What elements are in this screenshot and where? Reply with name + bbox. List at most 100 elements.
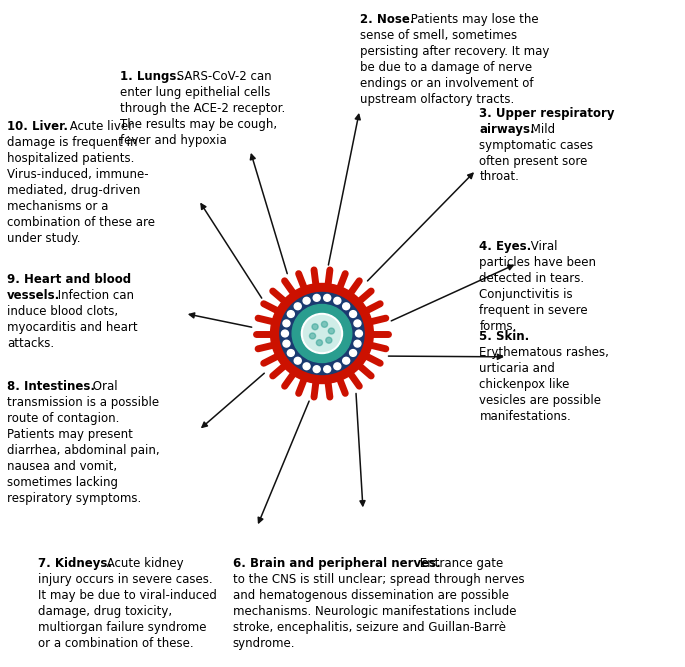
Text: 3. Upper respiratory: 3. Upper respiratory xyxy=(479,107,615,119)
Text: syndrome.: syndrome. xyxy=(233,636,295,650)
Text: or a combination of these.: or a combination of these. xyxy=(38,636,193,650)
Circle shape xyxy=(316,340,323,346)
Circle shape xyxy=(283,340,290,347)
Circle shape xyxy=(303,297,310,304)
Text: multiorgan failure syndrome: multiorgan failure syndrome xyxy=(38,621,206,634)
Text: to the CNS is still unclear; spread through nerves: to the CNS is still unclear; spread thro… xyxy=(233,573,525,586)
Text: Entrance gate: Entrance gate xyxy=(416,557,503,570)
Text: 5. Skin.: 5. Skin. xyxy=(479,330,530,343)
Text: fever and hypoxia: fever and hypoxia xyxy=(120,134,227,147)
Text: 7. Kidneys.: 7. Kidneys. xyxy=(38,557,112,570)
Text: Patients may lose the: Patients may lose the xyxy=(407,13,538,26)
Circle shape xyxy=(287,311,295,317)
Text: myocarditis and heart: myocarditis and heart xyxy=(7,321,138,334)
Text: Virus-induced, immune-: Virus-induced, immune- xyxy=(7,168,149,181)
Text: 1. Lungs.: 1. Lungs. xyxy=(120,70,181,83)
Text: particles have been: particles have been xyxy=(479,256,597,269)
Text: manifestations.: manifestations. xyxy=(479,410,571,423)
Text: Patients may present: Patients may present xyxy=(7,428,133,441)
Circle shape xyxy=(349,311,357,317)
Circle shape xyxy=(324,294,331,301)
Circle shape xyxy=(354,320,361,327)
Circle shape xyxy=(310,333,316,339)
Circle shape xyxy=(292,304,352,363)
Text: 6. Brain and peripheral nerves.: 6. Brain and peripheral nerves. xyxy=(233,557,440,570)
Text: Viral: Viral xyxy=(527,240,557,253)
Text: mechanisms. Neurologic manifestations include: mechanisms. Neurologic manifestations in… xyxy=(233,605,516,618)
Circle shape xyxy=(283,320,290,327)
Text: Oral: Oral xyxy=(90,380,118,393)
Text: upstream olfactory tracts.: upstream olfactory tracts. xyxy=(360,93,514,106)
Circle shape xyxy=(342,358,349,364)
Text: often present sore: often present sore xyxy=(479,155,588,167)
Circle shape xyxy=(328,328,334,334)
Text: through the ACE-2 receptor.: through the ACE-2 receptor. xyxy=(120,102,285,115)
Circle shape xyxy=(295,303,301,309)
Circle shape xyxy=(313,366,320,373)
Text: vessels.: vessels. xyxy=(7,289,60,302)
Text: 4. Eyes.: 4. Eyes. xyxy=(479,240,532,253)
Text: nausea and vomit,: nausea and vomit, xyxy=(7,460,117,473)
Text: detected in tears.: detected in tears. xyxy=(479,272,584,285)
Text: urticaria and: urticaria and xyxy=(479,362,556,375)
Text: forms.: forms. xyxy=(479,319,517,333)
Text: be due to a damage of nerve: be due to a damage of nerve xyxy=(360,61,532,74)
Text: injury occurs in severe cases.: injury occurs in severe cases. xyxy=(38,573,212,586)
Text: route of contagion.: route of contagion. xyxy=(7,412,119,425)
Text: Conjunctivitis is: Conjunctivitis is xyxy=(479,288,573,301)
Text: sometimes lacking: sometimes lacking xyxy=(7,476,118,489)
Text: Mild: Mild xyxy=(527,123,555,135)
Circle shape xyxy=(303,363,310,370)
Circle shape xyxy=(324,366,331,373)
Circle shape xyxy=(354,340,361,347)
Circle shape xyxy=(334,297,341,304)
Circle shape xyxy=(303,315,340,352)
Text: throat.: throat. xyxy=(479,171,519,183)
Text: 9. Heart and blood: 9. Heart and blood xyxy=(7,273,131,286)
Circle shape xyxy=(342,303,349,309)
Circle shape xyxy=(279,292,364,374)
Text: damage, drug toxicity,: damage, drug toxicity, xyxy=(38,605,172,618)
Circle shape xyxy=(312,323,318,329)
Circle shape xyxy=(313,294,320,301)
Text: symptomatic cases: symptomatic cases xyxy=(479,139,594,151)
Circle shape xyxy=(287,350,295,356)
Circle shape xyxy=(321,321,327,327)
Text: 10. Liver.: 10. Liver. xyxy=(7,120,68,133)
Text: under study.: under study. xyxy=(7,231,80,245)
Text: combination of these are: combination of these are xyxy=(7,215,155,229)
Text: Erythematous rashes,: Erythematous rashes, xyxy=(479,346,610,359)
Circle shape xyxy=(282,330,288,337)
Text: mechanisms or a: mechanisms or a xyxy=(7,199,108,213)
Text: diarrhea, abdominal pain,: diarrhea, abdominal pain, xyxy=(7,444,160,457)
Text: stroke, encephalitis, seizure and Guillan-Barrè: stroke, encephalitis, seizure and Guilla… xyxy=(233,621,506,634)
Circle shape xyxy=(301,313,342,354)
Text: Acute kidney: Acute kidney xyxy=(103,557,183,570)
Text: enter lung epithelial cells: enter lung epithelial cells xyxy=(120,86,271,99)
Text: respiratory symptoms.: respiratory symptoms. xyxy=(7,492,141,505)
Text: Infection can: Infection can xyxy=(54,289,134,302)
Text: sense of smell, sometimes: sense of smell, sometimes xyxy=(360,29,516,42)
Circle shape xyxy=(271,283,373,384)
Text: hospitalized patients.: hospitalized patients. xyxy=(7,152,134,165)
Text: vesicles are possible: vesicles are possible xyxy=(479,394,601,407)
Text: 2. Nose.: 2. Nose. xyxy=(360,13,414,26)
Text: mediated, drug-driven: mediated, drug-driven xyxy=(7,184,140,197)
Text: Acute liver: Acute liver xyxy=(66,120,133,133)
Circle shape xyxy=(295,358,301,364)
Circle shape xyxy=(334,363,341,370)
Text: It may be due to viral-induced: It may be due to viral-induced xyxy=(38,589,216,602)
Text: 8. Intestines.: 8. Intestines. xyxy=(7,380,95,393)
Text: damage is frequent in: damage is frequent in xyxy=(7,136,138,149)
Circle shape xyxy=(356,330,362,337)
Circle shape xyxy=(326,338,332,344)
Text: and hematogenous dissemination are possible: and hematogenous dissemination are possi… xyxy=(233,589,509,602)
Text: SARS-CoV-2 can: SARS-CoV-2 can xyxy=(173,70,272,83)
Text: attacks.: attacks. xyxy=(7,338,54,350)
Text: transmission is a possible: transmission is a possible xyxy=(7,396,159,409)
Text: chickenpox like: chickenpox like xyxy=(479,378,570,391)
Text: frequent in severe: frequent in severe xyxy=(479,304,588,317)
Text: induce blood clots,: induce blood clots, xyxy=(7,305,118,318)
Circle shape xyxy=(349,350,357,356)
Text: persisting after recovery. It may: persisting after recovery. It may xyxy=(360,45,549,58)
